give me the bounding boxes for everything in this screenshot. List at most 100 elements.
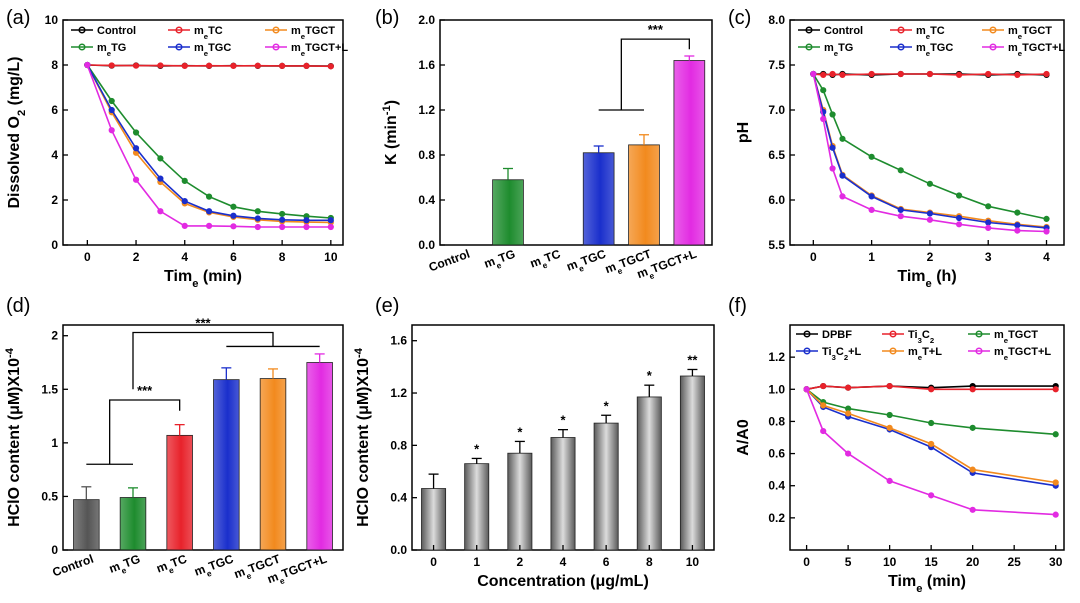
data-point: [230, 203, 237, 210]
data-point: [985, 203, 992, 210]
bar: [306, 362, 333, 551]
plot-frame: [62, 19, 344, 246]
y-axis-label: HClO content (μM)X10-4: [353, 347, 372, 527]
data-point: [886, 424, 893, 431]
legend-marker: [989, 43, 997, 51]
data-point: [327, 223, 334, 231]
data-point: [928, 386, 935, 393]
data-point: [327, 217, 334, 224]
label-part: (h): [932, 268, 957, 285]
data-point: [829, 111, 836, 118]
data-point: [1014, 71, 1021, 79]
data-point: [181, 62, 188, 70]
data-point: [181, 198, 188, 205]
y-axis-label: K (min-1): [381, 100, 400, 165]
data-point: [254, 62, 261, 69]
panel-label: (f): [728, 295, 747, 317]
plot-frame: [439, 19, 713, 246]
x-tick-label: 2: [927, 250, 934, 264]
x-tick-label: 2: [133, 250, 140, 264]
x-axis-label: Time (min): [888, 573, 966, 595]
bar: [636, 396, 662, 551]
y-tick-label: 7.0: [768, 103, 785, 117]
label-subscript: e: [192, 278, 198, 290]
label-superscript: -1: [381, 105, 393, 115]
data-point: [926, 70, 934, 78]
label-part: TC: [208, 25, 223, 37]
x-tick-label: 0: [803, 555, 810, 569]
label-part: TGCT: [305, 25, 335, 37]
x-tick-label: meTC: [154, 552, 190, 580]
significance-mark: **: [687, 352, 698, 367]
x-axis-label: Concentration (μg/mL): [477, 573, 649, 590]
label-subscript: e: [916, 583, 922, 595]
significance-bracket: [109, 399, 181, 465]
bar: [213, 379, 240, 551]
label-subscript: e: [278, 575, 286, 586]
label-part: Ti: [822, 346, 832, 358]
x-tick-label: 30: [1049, 555, 1063, 569]
data-point: [230, 212, 237, 219]
data-point: [897, 206, 904, 213]
label-subscript: e: [834, 49, 839, 58]
label-part: m: [265, 569, 280, 586]
data-point: [108, 106, 115, 114]
plot-frame: [62, 324, 344, 551]
data-point: [839, 135, 846, 142]
y-tick-label: 0.8: [390, 438, 407, 452]
data-point: [1043, 70, 1050, 78]
y-tick-label: 0.2: [768, 511, 785, 525]
y-tick-label: 8: [51, 58, 58, 72]
data-point: [132, 176, 140, 183]
label-part: m: [232, 564, 247, 581]
bar: [73, 499, 100, 551]
x-tick-label: 4: [181, 250, 188, 264]
label-subscript: 2: [16, 110, 28, 116]
label-subscript: e: [577, 263, 585, 274]
data-point: [897, 213, 904, 220]
data-point: [157, 62, 164, 69]
label-part: m: [154, 559, 169, 576]
x-tick-label: 10: [883, 555, 897, 569]
legend-marker: [805, 26, 813, 34]
bar: [550, 437, 576, 551]
y-axis-label: A/A0: [735, 419, 752, 456]
legend-marker: [175, 26, 183, 34]
legend-label: Ti3C2: [908, 329, 934, 345]
series-line: [812, 73, 1047, 228]
data-point: [926, 180, 934, 187]
y-tick-label: 0.6: [768, 447, 785, 461]
data-point: [1052, 511, 1059, 518]
label-part: Ti: [888, 573, 902, 590]
label-subscript: e: [120, 565, 128, 576]
y-axis-label: pH: [735, 122, 752, 143]
y-tick-label: 1.0: [768, 382, 785, 396]
label-part: TGC: [207, 552, 236, 574]
data-point: [839, 193, 846, 200]
x-tick-label: 8: [279, 250, 286, 264]
y-tick-label: 0.4: [418, 193, 435, 207]
x-tick-label: meTG: [482, 247, 518, 275]
data-point: [969, 424, 976, 431]
label-subscript: e: [926, 278, 932, 290]
x-axis-label: Time (h): [897, 268, 956, 290]
label-part: m: [916, 25, 926, 37]
label-part: m: [603, 259, 618, 276]
legend-label: meTG: [824, 42, 853, 58]
label-part: TC: [930, 25, 945, 37]
legend-label: meTGCT+L: [291, 42, 348, 58]
y-axis-label: Dissolved O2 (mg/L): [6, 56, 28, 208]
data-point: [829, 144, 836, 151]
label-part: m: [194, 25, 204, 37]
label-part: m: [97, 42, 107, 54]
x-tick-label: 3: [985, 250, 992, 264]
data-point: [810, 70, 817, 78]
data-point: [955, 192, 963, 199]
label-part: DPBF: [822, 329, 852, 341]
legend-label: meTGCT+L: [994, 346, 1051, 362]
x-tick-label: meTGC: [565, 247, 610, 278]
label-part: (mg/L): [6, 56, 23, 109]
y-tick-label: 8.0: [768, 13, 785, 27]
legend-label: Control: [824, 25, 863, 37]
